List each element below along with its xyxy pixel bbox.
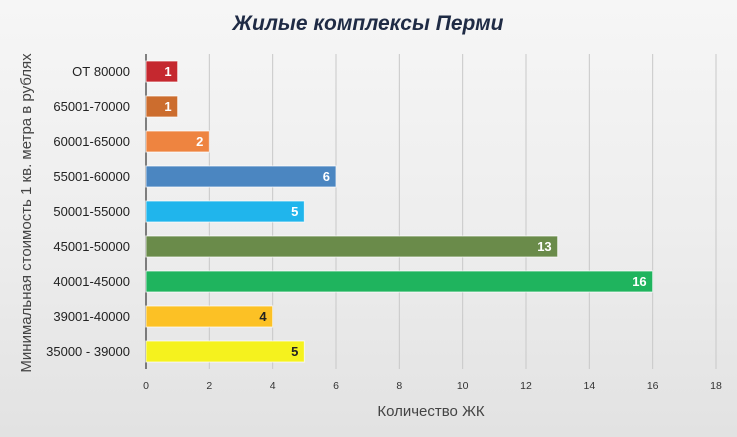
bars — [145, 60, 654, 363]
bar — [145, 305, 274, 328]
data-label: 6 — [323, 169, 330, 184]
x-tick-label: 18 — [710, 380, 722, 392]
category-label: 39001-40000 — [53, 309, 130, 324]
x-tick-label: 0 — [143, 380, 149, 392]
gridlines — [145, 54, 717, 369]
category-label: 40001-45000 — [53, 274, 130, 289]
bar — [145, 130, 210, 153]
bar — [145, 95, 179, 118]
bar — [145, 60, 179, 83]
x-tick-label: 6 — [333, 380, 339, 392]
category-label: 35000 - 39000 — [46, 344, 130, 359]
data-label: 1 — [164, 99, 171, 114]
category-label: ОТ 80000 — [72, 64, 130, 79]
x-tick-label: 16 — [647, 380, 659, 392]
x-tick-label: 8 — [396, 380, 402, 392]
data-label: 4 — [259, 309, 267, 324]
data-label: 5 — [291, 344, 298, 359]
data-label: 2 — [196, 134, 203, 149]
chart-title: Жилые комплексы Перми — [232, 12, 504, 35]
category-labels: ОТ 80000 65001-70000 60001-65000 55001-6000… — [46, 64, 130, 359]
data-label: 1 — [164, 64, 171, 79]
bar — [145, 340, 305, 363]
category-label: 45001-50000 — [53, 239, 130, 254]
bar — [145, 165, 337, 188]
data-label: 16 — [632, 274, 646, 289]
x-tick-label: 12 — [520, 380, 532, 392]
category-label: 50001-55000 — [53, 204, 130, 219]
bar — [145, 270, 654, 293]
category-label: 55001-60000 — [53, 169, 130, 184]
x-tick-label: 10 — [457, 380, 469, 392]
bar — [145, 235, 559, 258]
x-tick-label: 14 — [583, 380, 595, 392]
data-label: 13 — [537, 239, 551, 254]
x-axis-title: Количество ЖК — [377, 403, 485, 420]
category-label: 65001-70000 — [53, 99, 130, 114]
x-tick-labels: 0 2 4 6 8 10 12 14 16 18 — [143, 380, 722, 392]
y-axis-title: Минимальная стоимость 1 кв. метра в рубл… — [18, 53, 35, 373]
category-label: 60001-65000 — [53, 134, 130, 149]
bar — [145, 200, 305, 223]
x-tick-label: 4 — [270, 380, 276, 392]
data-labels: 1 1 2 6 5 13 16 4 5 — [164, 64, 646, 359]
data-label: 5 — [291, 204, 298, 219]
x-tick-label: 2 — [206, 380, 212, 392]
